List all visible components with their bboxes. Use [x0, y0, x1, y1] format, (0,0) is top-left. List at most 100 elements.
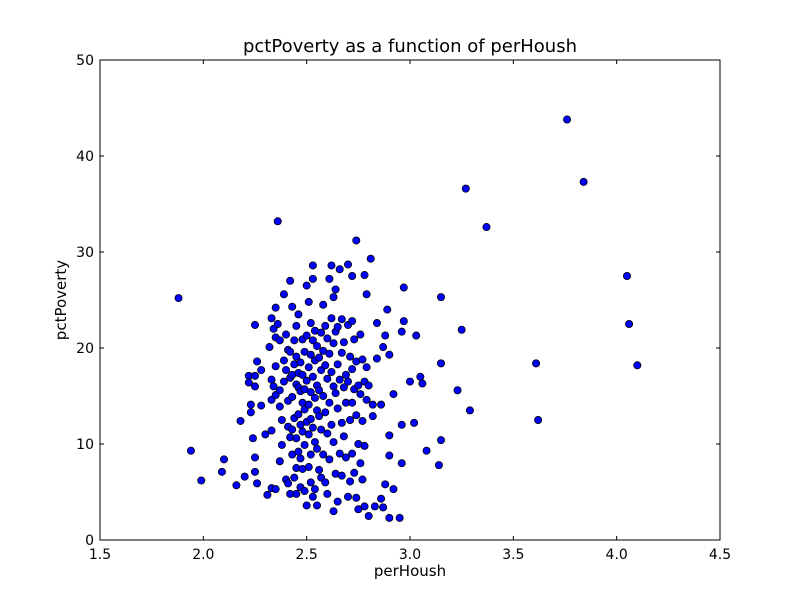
- data-point: [275, 336, 284, 345]
- data-point: [385, 431, 394, 440]
- data-point: [308, 492, 317, 501]
- chart-title: pctPoverty as a function of perHoush: [243, 36, 577, 57]
- x-tick-label: 2.0: [192, 547, 214, 563]
- data-point: [246, 408, 255, 417]
- data-point: [310, 438, 319, 447]
- data-point: [197, 476, 206, 485]
- data-point: [308, 336, 317, 345]
- data-point: [327, 261, 336, 270]
- data-point: [346, 352, 355, 361]
- data-point: [325, 398, 334, 407]
- data-point: [331, 389, 340, 398]
- data-point: [364, 381, 373, 390]
- data-point: [174, 294, 183, 303]
- data-point: [306, 350, 315, 359]
- data-point: [323, 374, 332, 383]
- data-point: [186, 446, 195, 455]
- data-point: [333, 360, 342, 369]
- data-point: [453, 386, 462, 395]
- y-tick-label: 40: [76, 149, 94, 165]
- data-point: [319, 391, 328, 400]
- data-point: [333, 322, 342, 331]
- data-point: [372, 354, 381, 363]
- data-point: [461, 184, 470, 193]
- data-point: [281, 366, 290, 375]
- data-point: [360, 502, 369, 511]
- data-point: [304, 363, 313, 372]
- data-point: [308, 274, 317, 283]
- data-point: [323, 429, 332, 438]
- data-point: [339, 338, 348, 347]
- data-point: [273, 217, 282, 226]
- data-point: [312, 342, 321, 351]
- x-tick-label: 4.5: [709, 547, 731, 563]
- data-point: [294, 310, 303, 319]
- data-point: [219, 455, 228, 464]
- data-point: [279, 290, 288, 299]
- data-point: [250, 382, 259, 391]
- data-point: [331, 285, 340, 294]
- data-point: [395, 513, 404, 522]
- data-point: [267, 426, 276, 435]
- x-tick-label: 3.5: [502, 547, 524, 563]
- data-point: [306, 478, 315, 487]
- data-point: [304, 463, 313, 472]
- data-point: [325, 274, 334, 283]
- data-point: [290, 473, 299, 482]
- data-point: [310, 393, 319, 402]
- x-tick-label: 2.5: [296, 547, 318, 563]
- data-point: [325, 349, 334, 358]
- data-point: [246, 400, 255, 409]
- data-point: [294, 410, 303, 419]
- data-point: [315, 386, 324, 395]
- data-point: [337, 471, 346, 480]
- data-point: [389, 390, 398, 399]
- data-point: [308, 423, 317, 432]
- data-point: [370, 502, 379, 511]
- data-point: [271, 485, 280, 494]
- data-point: [379, 343, 388, 352]
- data-point: [343, 492, 352, 501]
- data-point: [327, 367, 336, 376]
- data-point: [315, 465, 324, 474]
- data-point: [381, 331, 390, 340]
- y-tick-label: 50: [76, 53, 94, 69]
- data-point: [284, 479, 293, 488]
- data-point: [358, 355, 367, 364]
- data-point: [327, 314, 336, 323]
- data-point: [383, 305, 392, 314]
- data-point: [327, 420, 336, 429]
- data-point: [290, 336, 299, 345]
- data-point: [315, 353, 324, 362]
- data-point: [308, 261, 317, 270]
- data-point: [302, 331, 311, 340]
- data-point: [350, 335, 359, 344]
- data-point: [323, 334, 332, 343]
- data-point: [236, 416, 245, 425]
- data-point: [377, 494, 386, 503]
- data-point: [633, 361, 642, 370]
- data-point: [308, 372, 317, 381]
- data-point: [250, 371, 259, 380]
- data-point: [312, 444, 321, 453]
- data-point: [319, 300, 328, 309]
- data-point: [232, 481, 241, 490]
- data-point: [389, 485, 398, 494]
- data-point: [288, 302, 297, 311]
- y-axis-label: pctPoverty: [52, 260, 70, 340]
- data-point: [379, 503, 388, 512]
- data-point: [356, 330, 365, 339]
- data-point: [358, 416, 367, 425]
- data-point: [397, 327, 406, 336]
- data-point: [337, 315, 346, 324]
- data-point: [304, 430, 313, 439]
- data-point: [364, 512, 373, 521]
- x-axis-label: perHoush: [374, 562, 446, 580]
- data-point: [362, 395, 371, 404]
- data-point: [288, 392, 297, 401]
- data-point: [348, 398, 357, 407]
- data-point: [356, 459, 365, 468]
- data-point: [333, 404, 342, 413]
